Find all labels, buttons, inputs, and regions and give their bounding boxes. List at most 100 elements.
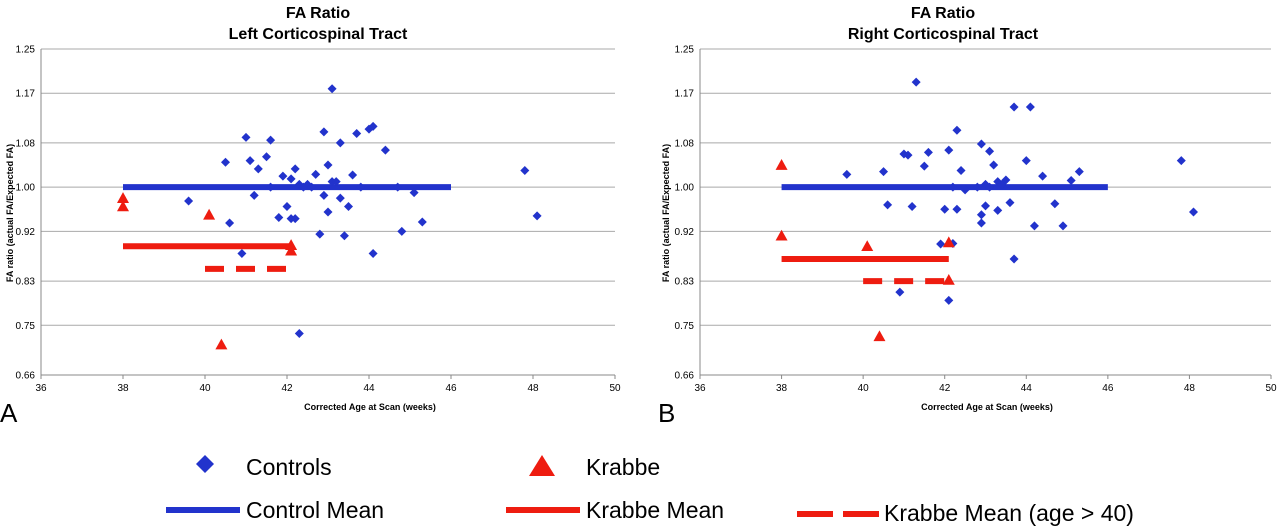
panel-b-control-point bbox=[1021, 156, 1031, 166]
panel-b-x-tick-label: 44 bbox=[1021, 383, 1033, 394]
panel-b-control-point bbox=[976, 210, 986, 220]
panel-a-control-point bbox=[245, 156, 255, 166]
panel-a-control-point bbox=[368, 248, 378, 258]
panel-b-control-point bbox=[993, 205, 1003, 215]
panel-b-y-tick-label: 0.92 bbox=[675, 227, 695, 238]
panel-b-y-axis-label: FA ratio (actual FA/Expected FA) bbox=[661, 144, 671, 282]
panel-b-control-point bbox=[985, 146, 995, 156]
panel-b-y-tick-label: 1.17 bbox=[675, 89, 695, 100]
panel-b-control-point bbox=[989, 160, 999, 170]
panel-a-control-point bbox=[315, 229, 325, 239]
panel-a-control-point bbox=[311, 169, 321, 179]
panel-b-points bbox=[775, 77, 1199, 342]
legend-control-mean-label: Control Mean bbox=[246, 497, 384, 523]
panel-a-control-point bbox=[290, 214, 300, 224]
panel-a-y-tick-label: 1.00 bbox=[16, 183, 36, 194]
panel-b-control-point bbox=[1038, 171, 1048, 181]
panel-a-control-point bbox=[294, 329, 304, 339]
panel-b-x-tick-label: 40 bbox=[858, 383, 870, 394]
panel-a-control-point bbox=[286, 174, 296, 184]
panel-a-y-tick-label: 0.92 bbox=[16, 227, 36, 238]
panel-b-x-ticks: 36 38 40 42 44 46 48 50 bbox=[694, 375, 1277, 394]
panel-a-control-point bbox=[417, 217, 427, 227]
panel-b-control-point bbox=[1001, 175, 1011, 185]
legend-krabbe-triangle-icon bbox=[529, 455, 555, 476]
panel-b-control-point bbox=[1189, 207, 1199, 217]
panel-a-control-point bbox=[266, 182, 276, 192]
panel-b-x-tick-label: 42 bbox=[939, 383, 951, 394]
panel-a-points bbox=[117, 84, 542, 350]
panel-b-x-tick-label: 36 bbox=[694, 383, 706, 394]
panel-b-control-point bbox=[1176, 156, 1186, 166]
panel-b-y-tick-label: 0.75 bbox=[675, 321, 695, 332]
panel-a-control-point bbox=[368, 121, 378, 131]
panel-b-y-tick-label: 1.25 bbox=[675, 45, 695, 56]
legend-controls-diamond-icon bbox=[196, 455, 214, 473]
panel-b-x-tick-label: 46 bbox=[1102, 383, 1114, 394]
panel-a-control-point bbox=[397, 226, 407, 236]
panel-b-letter: B bbox=[658, 398, 675, 428]
panel-b-mean-lines bbox=[781, 184, 1108, 285]
panel-a-control-point bbox=[335, 193, 345, 203]
panel-a-letter: A bbox=[0, 398, 18, 428]
panel-b-control-point bbox=[940, 204, 950, 214]
panel-b-grid bbox=[699, 48, 1271, 376]
panel-b-control-point bbox=[985, 182, 995, 192]
panel-b-control-point bbox=[842, 169, 852, 179]
panel-b-krabbe-point bbox=[942, 236, 955, 248]
panel-b-x-tick-label: 48 bbox=[1184, 383, 1196, 394]
panel-a-y-tick-label: 0.83 bbox=[16, 277, 36, 288]
panel-a-x-tick-label: 40 bbox=[199, 383, 211, 394]
panel-a-control-point bbox=[380, 145, 390, 155]
panel-b-control-point bbox=[948, 182, 958, 192]
panel-a-control-point bbox=[253, 164, 263, 174]
panel-b-control-point bbox=[903, 150, 913, 160]
panel-a-y-tick-label: 0.66 bbox=[16, 371, 36, 382]
panel-a-x-ticks: 36 38 40 42 44 46 48 50 bbox=[35, 375, 621, 394]
panel-a-control-point bbox=[323, 207, 333, 217]
panel-b-control-point bbox=[976, 218, 986, 228]
panel-b-control-point bbox=[1025, 102, 1035, 112]
panel-b-y-tick-label: 0.66 bbox=[675, 371, 695, 382]
panel-b-krabbe-point bbox=[942, 273, 955, 285]
panel-b-y-tick-label: 1.00 bbox=[675, 183, 695, 194]
panel-b-control-point bbox=[936, 239, 946, 249]
panel-b-control-point bbox=[1009, 102, 1019, 112]
panel-b-control-point bbox=[1050, 199, 1060, 209]
panel-a-control-point bbox=[331, 177, 341, 187]
panel-a-control-point bbox=[237, 248, 247, 258]
panel-b-y-ticks: 0.66 0.75 0.83 0.92 1.00 1.08 1.17 1.25 bbox=[675, 45, 695, 382]
panel-b-control-point bbox=[976, 139, 986, 149]
panel-a-control-point bbox=[409, 188, 419, 198]
panel-a-x-tick-label: 44 bbox=[363, 383, 375, 394]
panel-a-x-tick-label: 42 bbox=[281, 383, 293, 394]
panel-a-control-point bbox=[278, 171, 288, 181]
panel-b-control-point bbox=[911, 77, 921, 87]
panel-b-control-point bbox=[944, 145, 954, 155]
legend-krabbe-mean-label: Krabbe Mean bbox=[586, 497, 724, 523]
panel-b-title-line1: FA Ratio bbox=[911, 5, 976, 22]
panel-a-krabbe-point bbox=[203, 208, 216, 220]
panel-a-control-point bbox=[274, 213, 284, 223]
panel-a-y-tick-label: 0.75 bbox=[16, 321, 36, 332]
panel-a-control-point bbox=[532, 211, 542, 221]
panel-a-control-point bbox=[262, 152, 271, 162]
panel-a-control-point bbox=[241, 132, 251, 142]
panel-a-control-point bbox=[225, 218, 235, 228]
panel-b-control-point bbox=[1058, 221, 1068, 231]
panel-a-control-point bbox=[323, 160, 333, 170]
panel-b-krabbe-point bbox=[861, 240, 874, 252]
panel-b-x-tick-label: 50 bbox=[1265, 383, 1277, 394]
panel-b-control-point bbox=[919, 161, 929, 171]
panel-b-control-point bbox=[944, 295, 954, 305]
panel-b-control-point bbox=[883, 200, 893, 210]
panel-b-control-point bbox=[972, 182, 982, 192]
panel-b-control-point bbox=[1066, 176, 1076, 186]
panel-b-y-tick-label: 0.83 bbox=[675, 277, 695, 288]
panel-b-control-point bbox=[1005, 198, 1015, 208]
panel-a-control-point bbox=[344, 201, 353, 211]
panel-a-control-point bbox=[339, 231, 349, 241]
panel-b-control-point bbox=[907, 201, 917, 211]
panel-a-x-tick-label: 48 bbox=[527, 383, 539, 394]
legend: Controls Krabbe Control Mean Krabbe Mean… bbox=[166, 454, 1134, 526]
